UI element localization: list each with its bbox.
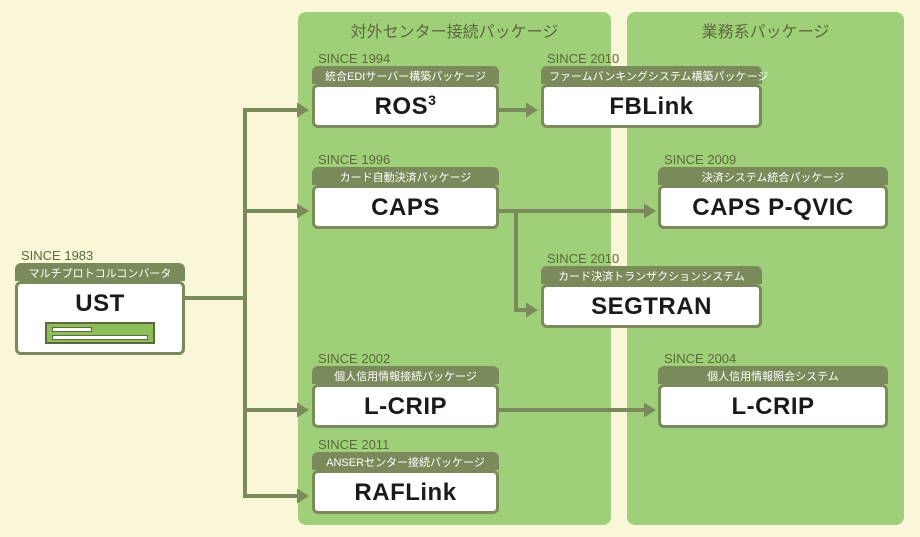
node-caps-title: CAPS (321, 196, 490, 220)
node-capspq: SINCE 2009 決済システム統合パッケージ CAPS P-QVIC (658, 152, 888, 229)
node-ros3: SINCE 1994 統合EDIサーバー構築パッケージ ROS3 (312, 51, 499, 128)
node-raflink: SINCE 2011 ANSERセンター接続パッケージ RAFLink (312, 437, 499, 514)
node-fblink: SINCE 2010 ファームバンキングシステム構築パッケージ FBLink (541, 51, 762, 128)
node-caps-sub: カード自動決済パッケージ (312, 167, 499, 185)
node-ust-box: UST (15, 281, 185, 355)
node-lcrip: SINCE 2002 個人信用情報接続パッケージ L-CRIP (312, 351, 499, 428)
node-ust-since: SINCE 1983 (21, 248, 185, 263)
node-fblink-title: FBLink (550, 95, 753, 119)
node-ust: SINCE 1983 マルチプロトコルコンバータ UST (15, 248, 185, 355)
node-segtran-since: SINCE 2010 (547, 251, 762, 266)
ust-device-bar (52, 327, 92, 332)
node-segtran-sub: カード決済トランザクションシステム (541, 266, 762, 284)
node-capspq-since: SINCE 2009 (664, 152, 888, 167)
node-lcrip2-box: L-CRIP (658, 384, 888, 428)
node-ros3-box: ROS3 (312, 84, 499, 128)
node-ros3-title: ROS3 (321, 95, 490, 119)
node-lcrip-since: SINCE 2002 (318, 351, 499, 366)
ust-device-icon (45, 322, 155, 344)
node-fblink-sub: ファームバンキングシステム構築パッケージ (541, 66, 762, 84)
node-raflink-box: RAFLink (312, 470, 499, 514)
node-ros3-since: SINCE 1994 (318, 51, 499, 66)
node-ust-sub: マルチプロトコルコンバータ (15, 263, 185, 281)
node-segtran: SINCE 2010 カード決済トランザクションシステム SEGTRAN (541, 251, 762, 328)
node-fblink-box: FBLink (541, 84, 762, 128)
node-caps-since: SINCE 1996 (318, 152, 499, 167)
node-lcrip2-sub: 個人信用情報照会システム (658, 366, 888, 384)
node-caps: SINCE 1996 カード自動決済パッケージ CAPS (312, 152, 499, 229)
node-fblink-since: SINCE 2010 (547, 51, 762, 66)
panel-business-title: 業務系パッケージ (627, 12, 904, 42)
node-ust-title: UST (24, 292, 176, 316)
node-capspq-sub: 決済システム統合パッケージ (658, 167, 888, 185)
node-segtran-box: SEGTRAN (541, 284, 762, 328)
node-lcrip-title: L-CRIP (321, 395, 490, 419)
node-lcrip-box: L-CRIP (312, 384, 499, 428)
node-capspq-title: CAPS P-QVIC (667, 196, 879, 220)
ust-device-bar (52, 335, 148, 340)
node-lcrip-sub: 個人信用情報接続パッケージ (312, 366, 499, 384)
node-caps-box: CAPS (312, 185, 499, 229)
node-raflink-since: SINCE 2011 (318, 437, 499, 452)
node-raflink-sub: ANSERセンター接続パッケージ (312, 452, 499, 470)
panel-center-title: 対外センター接続パッケージ (298, 12, 611, 42)
node-lcrip2-since: SINCE 2004 (664, 351, 888, 366)
node-capspq-box: CAPS P-QVIC (658, 185, 888, 229)
node-raflink-title: RAFLink (321, 481, 490, 505)
node-lcrip2: SINCE 2004 個人信用情報照会システム L-CRIP (658, 351, 888, 428)
node-lcrip2-title: L-CRIP (667, 395, 879, 419)
node-segtran-title: SEGTRAN (550, 295, 753, 319)
node-ros3-sub: 統合EDIサーバー構築パッケージ (312, 66, 499, 84)
